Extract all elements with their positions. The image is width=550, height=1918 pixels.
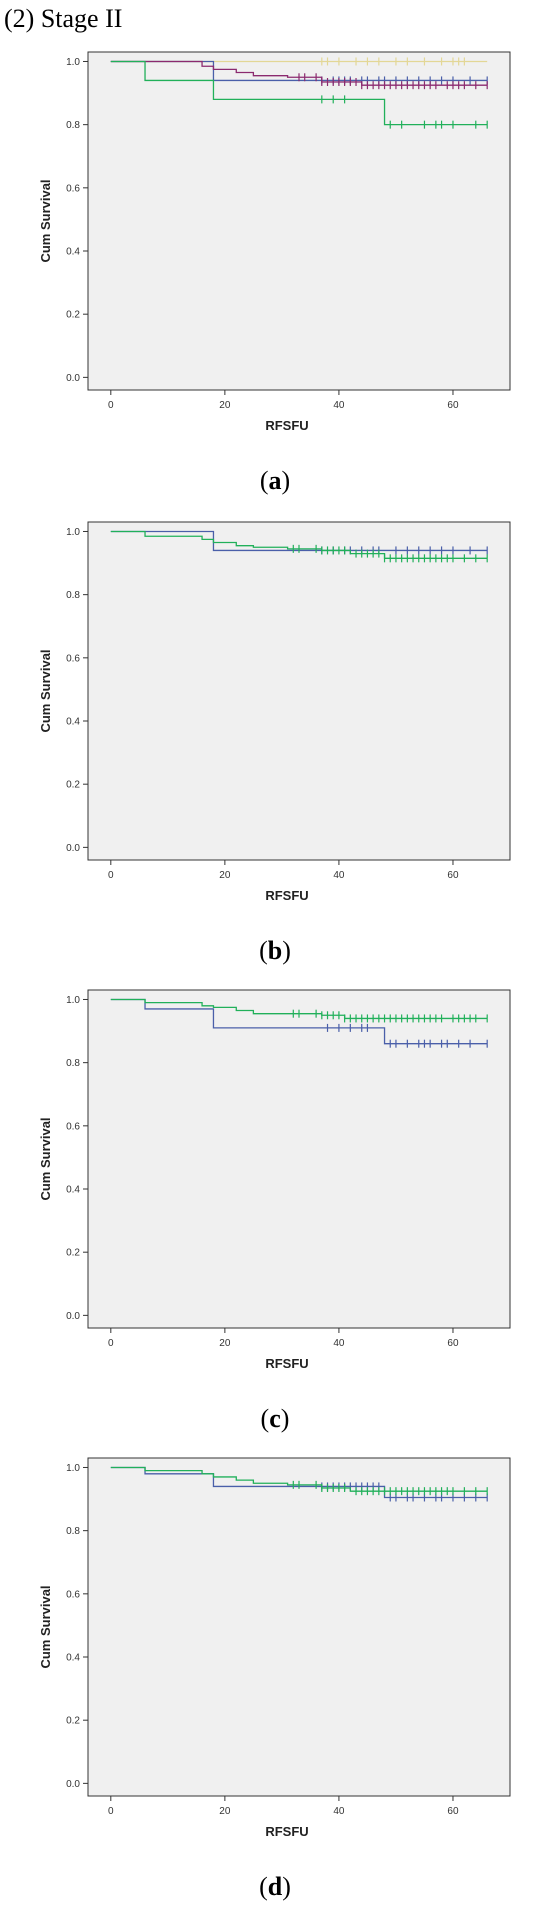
y-tick-label: 0.8 — [66, 590, 80, 601]
plot-area — [87, 1457, 511, 1797]
x-tick-label: 20 — [219, 1338, 231, 1349]
x-tick-label: 60 — [447, 400, 459, 411]
figure-header: (2) Stage II — [4, 4, 123, 33]
y-tick-label: 0.6 — [66, 1589, 80, 1600]
km-series-3 — [110, 60, 488, 129]
km-chart-b: 0.0 0.2 0.4 0.6 0.8 1.0 0 20 40 60 RFSFU Cum Surviv… — [38, 521, 511, 903]
y-axis-title: Cum Survival — [38, 649, 53, 732]
y-tick-label: 0.0 — [66, 843, 80, 854]
y-tick-label: 0.6 — [66, 1121, 80, 1132]
caption-a: (a) — [259, 466, 291, 495]
km-series-1 — [110, 998, 488, 1023]
y-axis-title: Cum Survival — [38, 1585, 53, 1668]
y-tick-label: 1.0 — [66, 527, 80, 538]
y-tick-label: 0.4 — [66, 247, 80, 258]
y-tick-label: 0.4 — [66, 717, 80, 728]
caption-d-letter: d — [267, 1872, 283, 1901]
x-axis-title: RFSFU — [265, 1824, 308, 1839]
x-tick-label: 20 — [219, 870, 231, 881]
y-tick-label: 1.0 — [66, 57, 80, 68]
y-tick-label: 0.2 — [66, 310, 80, 321]
y-tick-label: 1.0 — [66, 995, 80, 1006]
x-tick-label: 40 — [333, 870, 345, 881]
y-tick-label: 0.4 — [66, 1653, 80, 1664]
x-tick-label: 0 — [108, 1338, 114, 1349]
y-tick-label: 0.8 — [66, 120, 80, 131]
x-tick-label: 60 — [447, 1806, 459, 1817]
km-chart-d: 0.0 0.2 0.4 0.6 0.8 1.0 0 20 40 60 RFSFU Cum Surviv… — [38, 1457, 511, 1839]
plot-area — [87, 51, 511, 391]
panel-b: 0.0 0.2 0.4 0.6 0.8 1.0 0 20 40 60 RFSFU Cum Surviv… — [0, 510, 550, 930]
km-series-2 — [110, 60, 488, 90]
x-tick-label: 20 — [219, 400, 231, 411]
y-tick-label: 0.6 — [66, 653, 80, 664]
caption-c-letter: c — [269, 1404, 281, 1433]
x-tick-label: 40 — [333, 1806, 345, 1817]
plot-area — [87, 521, 511, 861]
y-tick-label: 0.0 — [66, 373, 80, 384]
panel-d: 0.0 0.2 0.4 0.6 0.8 1.0 0 20 40 60 RFSFU Cum Surviv… — [0, 1446, 550, 1866]
km-series-1 — [110, 530, 488, 563]
x-tick-label: 60 — [447, 1338, 459, 1349]
panel-c: 0.0 0.2 0.4 0.6 0.8 1.0 0 20 40 60 RFSFU Cum Surviv… — [0, 978, 550, 1398]
panel-a: 0.0 0.2 0.4 0.6 0.8 1.0 0 20 40 60 RFSFU Cum Surviv… — [0, 40, 550, 460]
survival-curve — [110, 530, 488, 559]
survival-curve — [110, 60, 488, 86]
y-tick-label: 0.0 — [66, 1779, 80, 1790]
x-axis-title: RFSFU — [265, 1356, 308, 1371]
x-tick-label: 0 — [108, 870, 114, 881]
km-series-1 — [110, 1466, 488, 1496]
y-axis-title: Cum Survival — [38, 179, 53, 262]
x-tick-label: 40 — [333, 1338, 345, 1349]
y-tick-label: 0.4 — [66, 1185, 80, 1196]
y-axis-title: Cum Survival — [38, 1117, 53, 1200]
x-axis-title: RFSFU — [265, 888, 308, 903]
x-tick-label: 60 — [447, 870, 459, 881]
y-tick-label: 1.0 — [66, 1463, 80, 1474]
plot-area — [87, 989, 511, 1329]
y-tick-label: 0.2 — [66, 1716, 80, 1727]
survival-curve — [110, 1466, 488, 1492]
km-series-0 — [110, 998, 488, 1048]
y-tick-label: 0.8 — [66, 1526, 80, 1537]
km-chart-a: 0.0 0.2 0.4 0.6 0.8 1.0 0 20 40 60 RFSFU Cum Surviv… — [38, 51, 511, 433]
caption-b-letter: b — [267, 936, 283, 965]
y-tick-label: 0.8 — [66, 1058, 80, 1069]
caption-a-letter: a — [268, 466, 282, 495]
x-tick-label: 0 — [108, 400, 114, 411]
y-tick-label: 0.6 — [66, 183, 80, 194]
x-tick-label: 0 — [108, 1806, 114, 1817]
x-tick-label: 40 — [333, 400, 345, 411]
x-tick-label: 20 — [219, 1806, 231, 1817]
y-tick-label: 0.2 — [66, 780, 80, 791]
km-chart-c: 0.0 0.2 0.4 0.6 0.8 1.0 0 20 40 60 RFSFU Cum Surviv… — [38, 989, 511, 1371]
caption-d: (d) — [259, 1872, 291, 1901]
caption-c: (c) — [260, 1404, 290, 1433]
x-axis-title: RFSFU — [265, 418, 308, 433]
caption-b: (b) — [259, 936, 291, 965]
y-tick-label: 0.2 — [66, 1248, 80, 1259]
survival-curve — [110, 60, 488, 126]
y-tick-label: 0.0 — [66, 1311, 80, 1322]
